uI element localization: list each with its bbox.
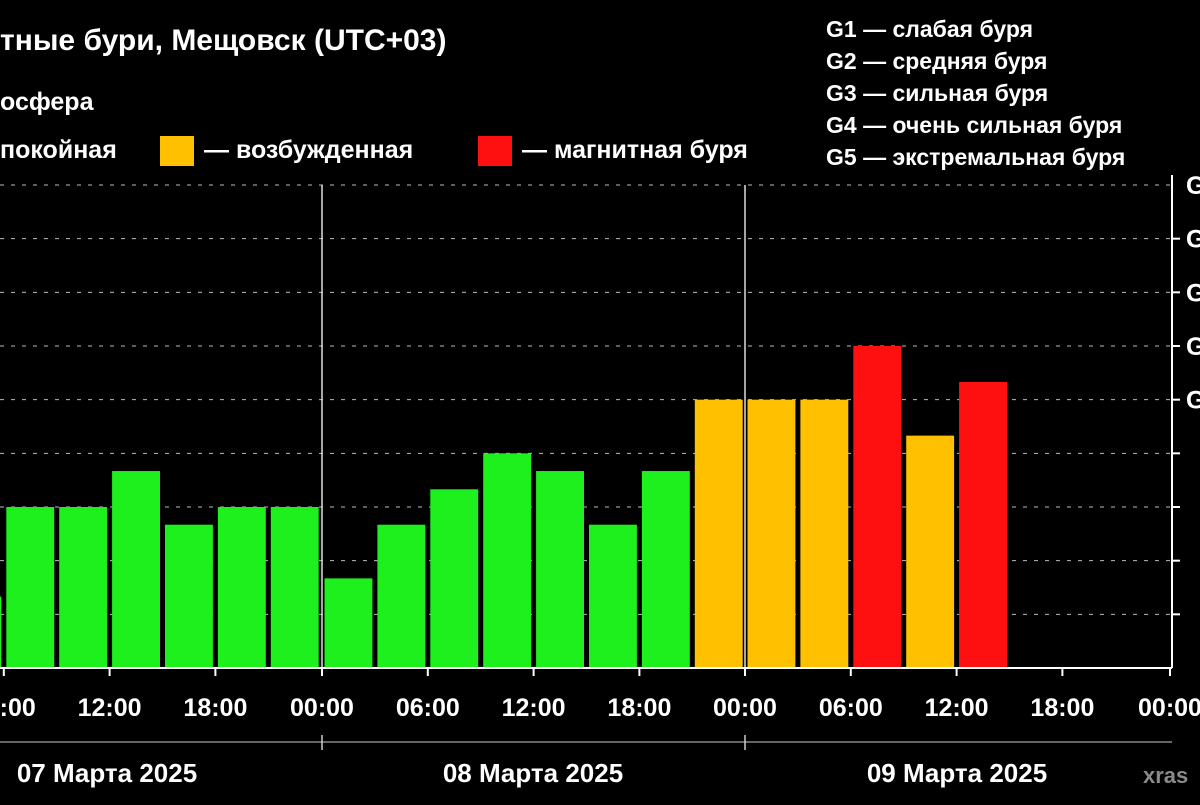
legend-label-storm: — магнитная буря [522, 136, 748, 164]
g-level-label: G [1186, 387, 1200, 415]
x-tick-label: 00:00 [290, 694, 354, 722]
kp-bar-quiet [165, 524, 213, 668]
kp-bar-excited [747, 399, 796, 668]
date-label: 08 Марта 2025 [443, 758, 623, 788]
kp-bar-quiet [59, 507, 108, 668]
chart-title: тные бури, Мещовск (UTC+03) [0, 24, 446, 57]
g-legend-g3: G3 — сильная буря [826, 80, 1048, 106]
date-label: 09 Марта 2025 [867, 758, 1047, 788]
kp-bar-quiet [6, 507, 55, 668]
g-legend-g4: G4 — очень сильная буря [826, 112, 1122, 138]
kp-bar-excited [800, 399, 849, 668]
kp-bar-storm [959, 381, 1007, 668]
g-level-label: G [1186, 226, 1200, 254]
kp-bar-quiet [589, 524, 637, 668]
kp-bar-quiet [536, 471, 584, 668]
x-tick-label: 18:00 [183, 694, 247, 722]
grid-layer [0, 184, 1172, 668]
chart-subtitle: осфера [0, 88, 95, 116]
x-tick-label: 00:00 [1138, 694, 1200, 722]
watermark: xras [1143, 763, 1188, 788]
g-level-label: G [1186, 279, 1200, 307]
kp-bar-quiet [0, 596, 2, 668]
g-level-label: G [1186, 333, 1200, 361]
kp-bar-quiet [641, 471, 690, 668]
kp-bar-quiet [270, 507, 319, 668]
x-tick-label: 12:00 [925, 694, 989, 722]
legend-swatch-excited [160, 136, 194, 166]
kp-bar-quiet [377, 524, 426, 668]
kp-bar-quiet [112, 471, 160, 668]
x-tick-label: 00:00 [713, 694, 777, 722]
g-legend-g1: G1 — слабая буря [826, 16, 1033, 42]
kp-bar-quiet [217, 507, 266, 668]
x-tick-label: 12:00 [78, 694, 142, 722]
x-tick-label: 06:00 [396, 694, 460, 722]
kp-bar-storm [853, 346, 902, 668]
x-tick-label: 00:00 [0, 694, 36, 722]
date-label: 07 Марта 2025 [17, 758, 197, 788]
x-tick-label: 18:00 [1030, 694, 1094, 722]
kp-bar-excited [906, 435, 955, 668]
legend-label-excited: — возбужденная [204, 136, 413, 164]
kp-bar-quiet [324, 578, 373, 668]
labels-layer: GGGGG00:0012:0018:0000:0006:0012:0018:00… [0, 172, 1200, 788]
g-legend-g2: G2 — средняя буря [826, 48, 1047, 74]
g-legend-g5: G5 — экстремальная буря [826, 144, 1125, 170]
g-level-label: G [1186, 172, 1200, 200]
legend-label-quiet: покойная [0, 136, 117, 164]
bars-layer [0, 346, 1007, 668]
x-tick-label: 18:00 [607, 694, 671, 722]
axis-layer [0, 175, 1180, 750]
kp-bar-quiet [430, 489, 479, 668]
kp-bar-excited [694, 399, 743, 668]
kp-bar-quiet [483, 453, 532, 668]
x-tick-label: 12:00 [502, 694, 566, 722]
x-tick-label: 06:00 [819, 694, 883, 722]
legend-swatch-storm [478, 136, 512, 166]
